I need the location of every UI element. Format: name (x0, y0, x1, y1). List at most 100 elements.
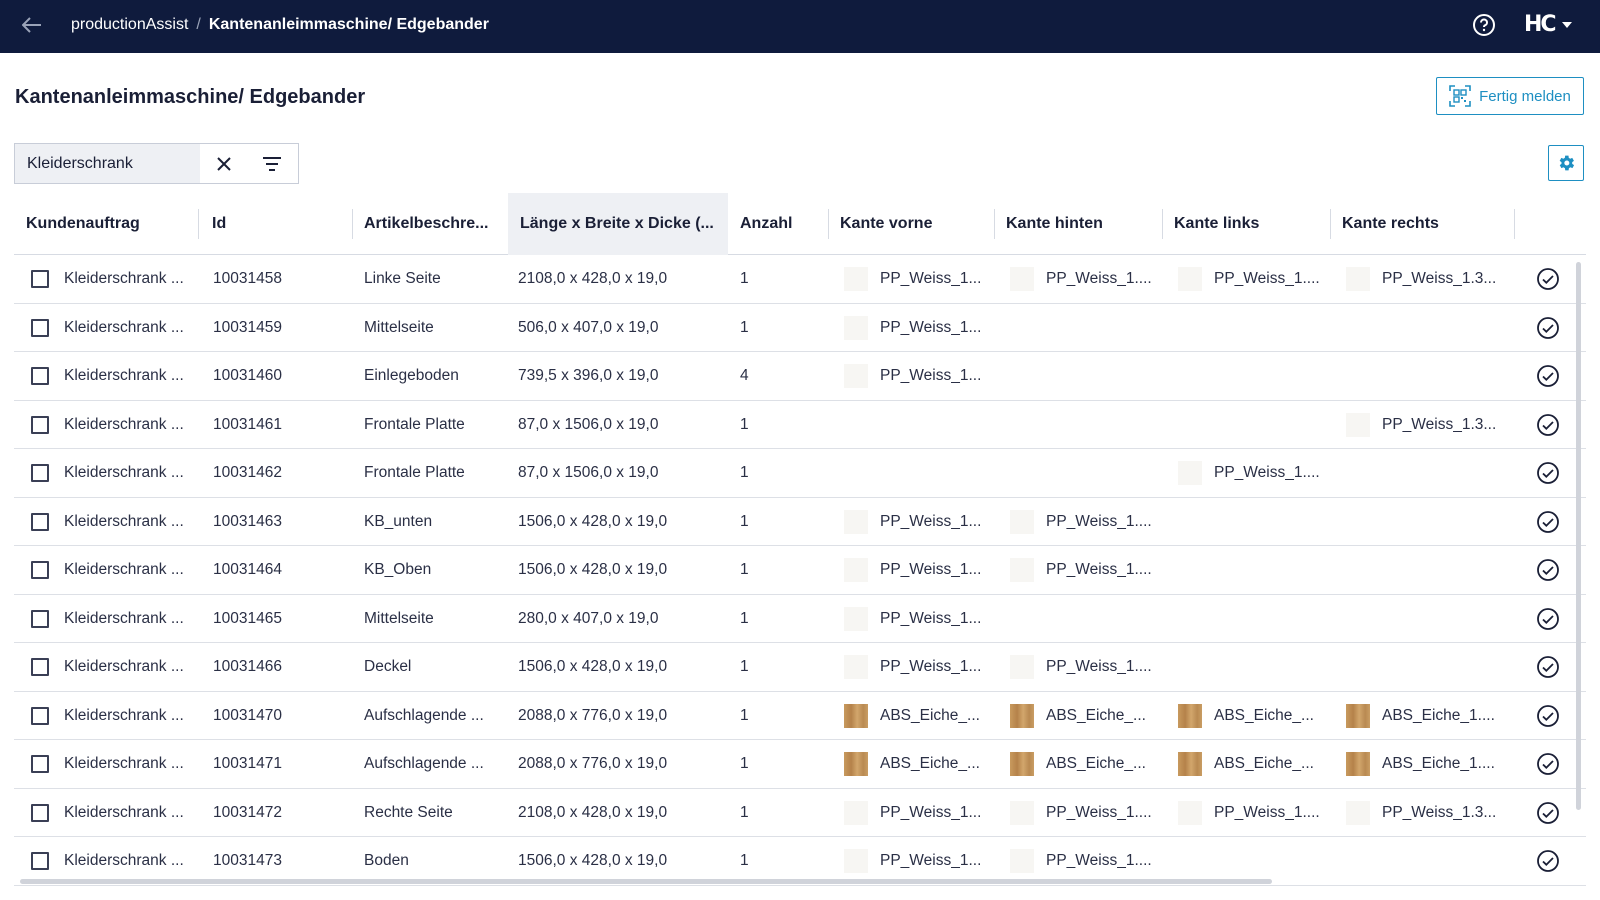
check-circle-icon[interactable] (1536, 316, 1560, 340)
breadcrumb: productionAssist / Kantenanleimmaschine/… (71, 16, 489, 34)
user-menu[interactable]: HC (1524, 12, 1572, 37)
cell-masse: 2108,0 x 428,0 x 19,0 (518, 803, 668, 821)
table-row[interactable]: Kleiderschrank ... 10031466 Deckel 1506,0 x… (14, 643, 1586, 692)
search-input[interactable] (15, 144, 200, 183)
cell-id: 10031473 (213, 852, 282, 869)
row-checkbox[interactable] (31, 803, 49, 822)
edge-material-swatch (1010, 800, 1034, 825)
row-checkbox[interactable] (31, 415, 49, 434)
row-checkbox[interactable] (31, 512, 49, 531)
fertig-melden-button[interactable]: Fertig melden (1436, 77, 1584, 115)
column-divider[interactable] (352, 209, 353, 239)
edge-material-label: PP_Weiss_1.... (1214, 464, 1320, 481)
column-header-kante-links[interactable]: Kante links (1174, 215, 1260, 232)
table-row[interactable]: Kleiderschrank ... 10031461 Frontale Platt… (14, 401, 1586, 449)
help-icon[interactable] (1472, 13, 1496, 37)
column-divider[interactable] (1514, 209, 1515, 239)
column-header-kante-rechts[interactable]: Kante rechts (1342, 215, 1439, 232)
edge-material-label: PP_Weiss_1... (880, 512, 982, 530)
cell-anzahl: 1 (740, 415, 749, 433)
column-header-anzahl[interactable]: Anzahl (740, 215, 793, 232)
cell-id: 10031459 (213, 318, 282, 336)
check-circle-icon[interactable] (1536, 849, 1560, 873)
check-circle-icon[interactable] (1536, 461, 1560, 485)
edge-material-swatch (1346, 752, 1370, 776)
table-row[interactable]: Kleiderschrank ... 10031464 KB_Oben 1506,0 … (14, 546, 1586, 595)
clear-search-button[interactable] (200, 144, 248, 183)
back-arrow-icon[interactable] (20, 13, 44, 37)
check-circle-icon[interactable] (1536, 752, 1560, 776)
row-checkbox[interactable] (31, 464, 49, 482)
edge-material-label: PP_Weiss_1... (880, 803, 982, 821)
column-header-artikel[interactable]: Artikelbeschre... (364, 215, 489, 232)
row-checkbox[interactable] (31, 561, 49, 579)
check-circle-icon[interactable] (1536, 510, 1560, 534)
vertical-scrollbar[interactable] (1576, 262, 1581, 810)
table-row[interactable]: Kleiderschrank ... 10031463 KB_unten 1506,0… (14, 498, 1586, 546)
edge-material-swatch (1010, 267, 1034, 291)
cell-kante-vorne: ABS_Eiche_... (844, 740, 980, 788)
table-row[interactable]: Kleiderschrank ... 10031462 Frontale Platt… (14, 449, 1586, 498)
table-row[interactable]: Kleiderschrank ... 10031472 Rechte Seite 21… (14, 789, 1586, 837)
column-header-kante-hinten[interactable]: Kante hinten (1006, 215, 1103, 232)
cell-kante-hinten: PP_Weiss_1.... (1010, 837, 1152, 885)
table-row[interactable]: Kleiderschrank ... 10031458 Linke Seite 210… (14, 255, 1586, 304)
row-checkbox[interactable] (31, 755, 49, 773)
cell-artikel: Boden (364, 852, 409, 869)
check-circle-icon[interactable] (1536, 655, 1560, 679)
cell-masse: 2088,0 x 776,0 x 19,0 (518, 755, 668, 772)
row-checkbox[interactable] (31, 609, 49, 628)
check-circle-icon[interactable] (1536, 558, 1560, 582)
edge-material-swatch (844, 315, 868, 340)
column-header-id[interactable]: Id (212, 215, 227, 232)
table-row[interactable]: Kleiderschrank ... 10031459 Mittelseite 506… (14, 304, 1586, 352)
table-row[interactable]: Kleiderschrank ... 10031473 Boden 1506,0 x … (14, 837, 1586, 886)
row-checkbox[interactable] (31, 270, 49, 288)
check-circle-icon[interactable] (1536, 607, 1560, 631)
table-row[interactable]: Kleiderschrank ... 10031470 Aufschlagende … (14, 692, 1586, 740)
breadcrumb-app[interactable]: productionAssist (71, 16, 189, 33)
column-divider[interactable] (994, 209, 995, 239)
column-divider[interactable] (1162, 209, 1163, 239)
column-header-kundenauftrag[interactable]: Kundenauftrag (26, 215, 140, 232)
horizontal-scrollbar[interactable] (20, 879, 1272, 884)
cell-id: 10031470 (213, 706, 282, 724)
table-row[interactable]: Kleiderschrank ... 10031460 Einlegeboden 73… (14, 352, 1586, 401)
table-header: Kundenauftrag Id Artikelbeschre... Länge… (14, 193, 1586, 255)
column-divider[interactable] (828, 209, 829, 239)
edge-material-label: ABS_Eiche_... (1214, 755, 1314, 772)
top-bar: productionAssist / Kantenanleimmaschine/… (0, 0, 1600, 53)
cell-kante-vorne: ABS_Eiche_... (844, 692, 980, 740)
column-divider[interactable] (1330, 209, 1331, 239)
check-circle-icon[interactable] (1536, 413, 1560, 437)
table-row[interactable]: Kleiderschrank ... 10031471 Aufschlagende … (14, 740, 1586, 789)
settings-button[interactable] (1548, 145, 1584, 181)
column-divider[interactable] (198, 209, 199, 239)
row-checkbox[interactable] (31, 706, 49, 725)
cell-id: 10031461 (213, 415, 282, 433)
row-checkbox[interactable] (31, 318, 49, 337)
cell-anzahl: 1 (740, 658, 749, 675)
filter-button[interactable] (248, 144, 296, 183)
edge-material-label: PP_Weiss_1.... (1046, 512, 1152, 530)
edge-material-label: PP_Weiss_1... (880, 561, 982, 578)
cell-anzahl: 1 (740, 852, 749, 869)
check-circle-icon[interactable] (1536, 267, 1560, 291)
row-checkbox[interactable] (31, 852, 49, 870)
table-row[interactable]: Kleiderschrank ... 10031465 Mittelseite 280… (14, 595, 1586, 643)
column-header-kante-vorne[interactable]: Kante vorne (840, 215, 933, 232)
column-header-masse[interactable]: Länge x Breite x Dicke (... (508, 193, 728, 255)
breadcrumb-separator: / (196, 16, 201, 33)
cell-masse: 1506,0 x 428,0 x 19,0 (518, 658, 668, 675)
edge-material-swatch (1010, 558, 1034, 582)
row-checkbox[interactable] (31, 658, 49, 676)
check-circle-icon[interactable] (1536, 364, 1560, 388)
edge-material-label: PP_Weiss_1.3... (1382, 803, 1497, 821)
close-icon (217, 156, 231, 171)
row-checkbox[interactable] (31, 367, 49, 385)
check-circle-icon[interactable] (1536, 801, 1560, 825)
cell-kante-links: PP_Weiss_1.... (1178, 449, 1320, 497)
check-circle-icon[interactable] (1536, 704, 1560, 728)
cell-kante-hinten: ABS_Eiche_... (1010, 692, 1146, 740)
cell-id: 10031462 (213, 464, 282, 481)
